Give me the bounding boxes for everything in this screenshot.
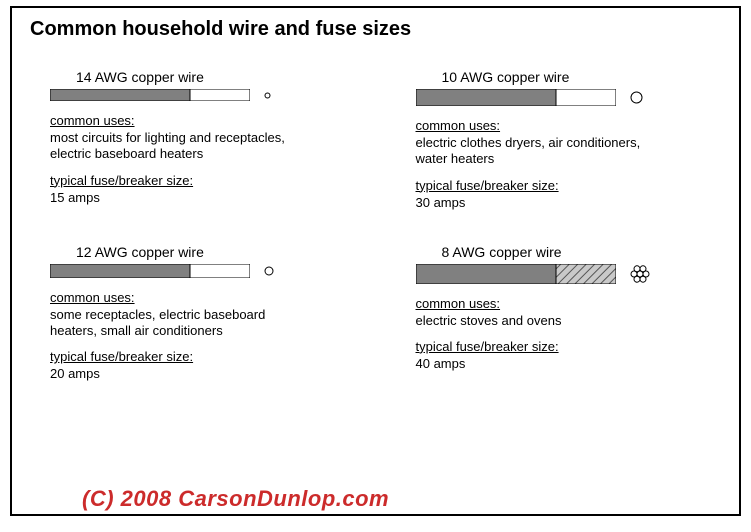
wire-illustration-row bbox=[416, 264, 712, 284]
wire-side-view-icon bbox=[50, 89, 250, 101]
wire-side-view-icon bbox=[416, 264, 616, 284]
wire-cross-section-icon bbox=[630, 91, 643, 104]
fuse-size-value: 15 amps bbox=[50, 190, 346, 205]
wire-cross-section-icon bbox=[264, 266, 274, 276]
common-uses-text: electric clothes dryers, air conditioner… bbox=[416, 135, 656, 168]
wire-gauge-label: 12 AWG copper wire bbox=[76, 244, 346, 260]
wire-illustration-row bbox=[50, 264, 346, 278]
wire-cross-section-icon bbox=[264, 92, 271, 99]
common-uses-heading: common uses: bbox=[416, 296, 712, 311]
fuse-size-value: 20 amps bbox=[50, 366, 346, 381]
fuse-size-heading: typical fuse/breaker size: bbox=[416, 178, 712, 193]
fuse-size-value: 30 amps bbox=[416, 195, 712, 210]
wire-cell: 10 AWG copper wire common uses: electric … bbox=[416, 69, 712, 210]
fuse-size-heading: typical fuse/breaker size: bbox=[50, 173, 346, 188]
common-uses-text: some receptacles, electric baseboard hea… bbox=[50, 307, 290, 340]
fuse-size-heading: typical fuse/breaker size: bbox=[416, 339, 712, 354]
wire-illustration-row bbox=[416, 89, 712, 106]
common-uses-heading: common uses: bbox=[416, 118, 712, 133]
fuse-size-heading: typical fuse/breaker size: bbox=[50, 349, 346, 364]
wire-side-view-icon bbox=[416, 89, 616, 106]
wire-gauge-label: 8 AWG copper wire bbox=[442, 244, 712, 260]
wire-illustration-row bbox=[50, 89, 346, 101]
fuse-size-value: 40 amps bbox=[416, 356, 712, 371]
wire-cell: 14 AWG copper wire common uses: most circ… bbox=[50, 69, 346, 210]
diagram-frame: Common household wire and fuse sizes 14 … bbox=[10, 6, 741, 516]
wire-cell: 8 AWG copper wire common uses: electric s… bbox=[416, 244, 712, 382]
wire-cross-section-stranded-icon bbox=[630, 264, 650, 284]
watermark-text: (C) 2008 CarsonDunlop.com bbox=[82, 486, 389, 512]
common-uses-heading: common uses: bbox=[50, 290, 346, 305]
common-uses-text: electric stoves and ovens bbox=[416, 313, 656, 329]
wire-side-view-icon bbox=[50, 264, 250, 278]
wire-gauge-label: 14 AWG copper wire bbox=[76, 69, 346, 85]
page-title: Common household wire and fuse sizes bbox=[30, 18, 721, 41]
wire-grid: 14 AWG copper wire common uses: most circ… bbox=[30, 69, 721, 381]
common-uses-text: most circuits for lighting and receptacl… bbox=[50, 130, 290, 163]
wire-cell: 12 AWG copper wire common uses: some rece… bbox=[50, 244, 346, 382]
wire-gauge-label: 10 AWG copper wire bbox=[442, 69, 712, 85]
common-uses-heading: common uses: bbox=[50, 113, 346, 128]
